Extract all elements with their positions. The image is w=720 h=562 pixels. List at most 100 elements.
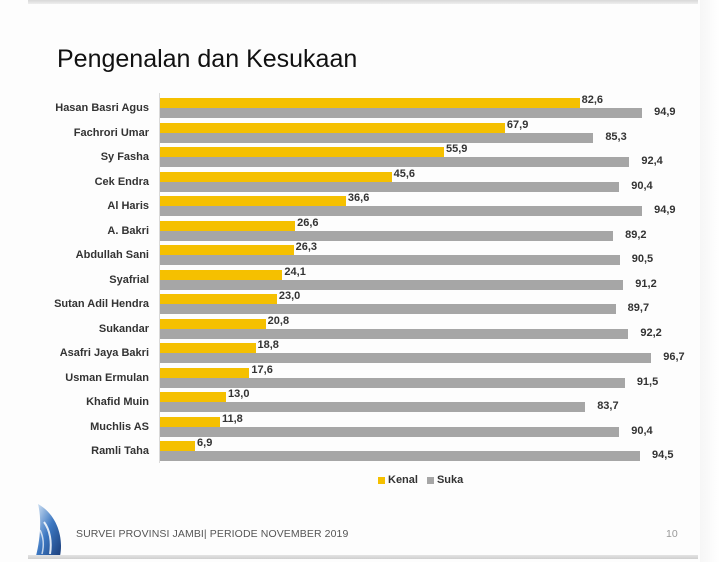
bar-kenal (160, 171, 392, 182)
bar-suka (160, 402, 586, 412)
category-label: Khafid Muin (86, 396, 149, 408)
bar-suka (160, 206, 643, 216)
bar-suka (160, 181, 620, 192)
value-label-kenal: 55,9 (445, 143, 468, 155)
chart-row: Khafid Muin 13,0 83,7 (0, 388, 720, 416)
legend-item-kenal: Kenal (378, 474, 418, 486)
chart-row: Sukandar 20,8 92,2 (0, 315, 720, 343)
bar-suka (160, 132, 594, 143)
category-label: Sutan Adil Hendra (54, 298, 149, 310)
bar-kenal (160, 318, 266, 329)
footer-survey-text: SURVEI PROVINSI JAMBI| PERIODE NOVEMBER … (76, 528, 349, 540)
value-label-kenal: 26,6 (297, 216, 319, 229)
legend-swatch-kenal (378, 476, 385, 484)
bar-suka (160, 451, 641, 461)
category-label: Sukandar (98, 322, 149, 335)
bar-suka (160, 255, 620, 265)
category-label: Sy Fasha (100, 151, 149, 163)
slide-title: Pengenalan dan Kesukaan (57, 44, 358, 73)
slide-right-edge (700, 0, 720, 562)
bar-suka (160, 108, 643, 118)
value-label-kenal: 23,0 (278, 290, 301, 302)
value-label-kenal: 24,1 (284, 265, 306, 278)
bar-kenal (160, 220, 296, 231)
category-label: Syafrial (109, 273, 149, 286)
chart-row: Muchlis AS 11,8 90,4 (0, 413, 720, 441)
category-label: Ramli Taha (91, 445, 149, 457)
chart-row: Syafrial 24,1 91,2 (0, 266, 720, 294)
bar-kenal (160, 392, 227, 402)
value-label-suka: 92,4 (641, 155, 663, 167)
chart-row: Al Haris 36,6 94,9 (0, 192, 720, 220)
value-label-kenal: 20,8 (267, 314, 290, 327)
value-label-suka: 96,7 (663, 351, 685, 363)
bar-suka (160, 157, 630, 167)
value-label-kenal: 13,0 (228, 388, 250, 400)
chart-row: A. Bakri 26,6 89,2 (0, 217, 720, 245)
chart-row: Fachrori Umar 67,9 85,3 (0, 119, 720, 147)
bar-kenal (160, 269, 283, 280)
slide-bottom-border (28, 555, 698, 559)
category-label: Usman Ermulan (65, 371, 149, 384)
value-label-suka: 91,2 (635, 277, 657, 290)
bar-kenal (160, 416, 220, 427)
value-label-kenal: 67,9 (506, 118, 529, 131)
category-label: Fachrori Umar (73, 126, 149, 139)
value-label-kenal: 36,6 (347, 192, 370, 204)
bar-chart: Hasan Basri Agus 82,6 94,9 Fachrori Umar 67,… (0, 93, 720, 465)
value-label-kenal: 11,8 (221, 412, 243, 425)
chart-row: Hasan Basri Agus 82,6 94,9 (0, 94, 720, 122)
bar-kenal (160, 245, 294, 255)
bar-kenal (160, 98, 580, 108)
value-label-suka: 92,2 (640, 326, 662, 339)
value-label-suka: 90,4 (631, 179, 653, 192)
value-label-suka: 83,7 (597, 400, 619, 412)
bar-kenal (160, 367, 250, 378)
slide-top-border (28, 0, 698, 4)
value-label-suka: 94,9 (654, 204, 676, 216)
value-label-suka: 91,5 (636, 375, 659, 388)
chart-row: Ramli Taha 6,9 94,5 (0, 437, 720, 465)
bar-suka (160, 279, 624, 290)
bar-kenal (160, 441, 196, 451)
value-label-kenal: 18,8 (257, 339, 279, 351)
legend-label-kenal: Kenal (388, 474, 418, 486)
category-label: Muchlis AS (90, 420, 149, 433)
value-label-suka: 94,5 (652, 449, 674, 461)
legend-swatch-suka (426, 476, 434, 484)
chart-row: Asafri Jaya Bakri 18,8 96,7 (0, 339, 720, 367)
page-number: 10 (666, 528, 678, 540)
category-label: Asafri Jaya Bakri (59, 347, 149, 359)
chart-legend: Kenal Suka (378, 474, 472, 486)
category-label: Hasan Basri Agus (55, 102, 149, 114)
bar-kenal (160, 122, 505, 133)
value-label-suka: 89,7 (627, 302, 650, 314)
bar-kenal (160, 196, 346, 206)
bar-kenal (160, 147, 444, 157)
chart-row: Sy Fasha 55,9 92,4 (0, 143, 720, 171)
value-label-kenal: 26,3 (295, 241, 318, 253)
bar-kenal (160, 294, 277, 304)
bar-suka (160, 328, 629, 339)
value-label-suka: 90,4 (631, 424, 653, 437)
value-label-kenal: 45,6 (393, 167, 416, 180)
sail-logo-icon (36, 504, 62, 556)
value-label-kenal: 17,6 (251, 363, 273, 376)
chart-row: Sutan Adil Hendra 23,0 89,7 (0, 290, 720, 318)
value-label-kenal: 82,6 (581, 94, 604, 106)
bar-suka (160, 426, 620, 437)
value-label-suka: 89,2 (625, 228, 647, 241)
value-label-suka: 85,3 (605, 130, 627, 143)
category-axis-line (159, 93, 160, 463)
chart-row: Usman Ermulan 17,6 91,5 (0, 364, 720, 392)
value-label-suka: 90,5 (631, 253, 654, 265)
chart-row: Cek Endra 45,6 90,4 (0, 168, 720, 196)
bar-suka (160, 304, 616, 314)
bar-kenal (160, 343, 256, 353)
category-label: Al Haris (107, 200, 149, 212)
bar-suka (160, 230, 614, 241)
category-label: Cek Endra (94, 175, 149, 188)
category-label: A. Bakri (107, 224, 149, 237)
bar-suka (160, 377, 625, 388)
chart-row: Abdullah Sani 26,3 90,5 (0, 241, 720, 269)
